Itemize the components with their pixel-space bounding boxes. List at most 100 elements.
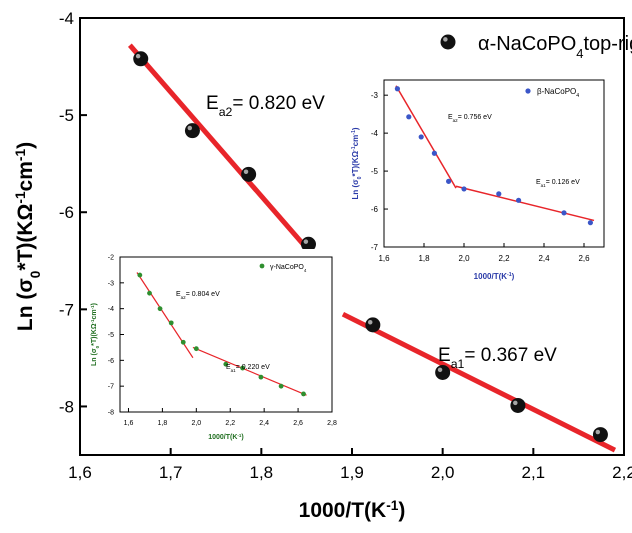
data-point — [561, 210, 567, 216]
x-tick-label: 1,7 — [159, 463, 183, 482]
y-tick-label: -5 — [371, 167, 379, 176]
y-tick-label: -6 — [108, 358, 114, 365]
x-tick-label: 2,4 — [538, 254, 550, 263]
data-point — [301, 391, 306, 397]
activation-energy-label: Ea1= 0.220 eV — [226, 364, 270, 373]
x-tick-label: 2,1 — [522, 463, 546, 482]
x-tick-label: 2,0 — [191, 420, 201, 427]
x-tick-label: 2,2 — [225, 420, 235, 427]
main-chart: 1,6 1,7 1,8 1,9 2,0 2,1 2,2 -4 -5 -6 -7 -8 1000/T(K-… — [13, 9, 632, 522]
data-point — [365, 317, 381, 333]
data-point — [278, 383, 284, 389]
data-point — [394, 86, 400, 92]
y-tick-label: -4 — [371, 129, 379, 138]
x-tick-label: 2,4 — [259, 420, 269, 427]
data-point — [431, 150, 437, 156]
data-point — [418, 134, 424, 140]
activation-energy-label: Ea1= 0.367 eV — [438, 345, 557, 371]
x-tick-label: 1,8 — [250, 463, 274, 482]
data-point — [461, 186, 467, 192]
x-tick-label: 1,9 — [340, 463, 364, 482]
activation-energy-label: Ea1= 0.126 eV — [536, 179, 580, 188]
x-tick-label: 2,2 — [498, 254, 510, 263]
data-point — [133, 51, 149, 67]
y-tick-label: -7 — [371, 243, 379, 252]
x-tick-label: 2,6 — [293, 420, 303, 427]
y-tick-label: -2 — [108, 254, 114, 261]
x-tick-label: 2,8 — [327, 420, 337, 427]
data-point — [241, 166, 257, 182]
y-tick-label: -8 — [59, 397, 74, 416]
data-point — [137, 272, 143, 278]
y-tick-label: -8 — [108, 409, 114, 416]
fit-line — [395, 85, 457, 189]
data-point — [406, 114, 412, 120]
y-tick-label: -7 — [59, 300, 74, 319]
data-point — [180, 339, 186, 345]
inset-beta-chart: 1,6 1,8 2,0 2,2 2,4 2,6 -3 -4 -5 -6 -7 1000/T(K-1) L… — [344, 70, 614, 287]
y-tick-label: -5 — [59, 106, 74, 125]
data-point — [435, 364, 451, 380]
legend-marker — [525, 88, 531, 94]
x-tick-label: 1,8 — [158, 420, 168, 427]
x-tick-label: 1,6 — [378, 254, 390, 263]
activation-energy-label: Ea2= 0.820 eV — [206, 93, 325, 119]
data-point-highlight — [135, 53, 141, 59]
plot-frame — [383, 79, 605, 248]
x-tick-label: 2,6 — [578, 254, 590, 263]
legend-label: γ-NaCoPO4 — [270, 264, 307, 273]
data-point — [193, 346, 199, 352]
data-point-highlight — [303, 239, 309, 244]
y-axis-label: Ln (σ0*T)(KΩ-1cm-1) — [90, 303, 100, 366]
legend-marker — [259, 263, 265, 269]
y-tick-label: -4 — [59, 9, 74, 28]
y-tick-label: -6 — [371, 205, 379, 214]
data-point — [157, 306, 163, 312]
data-point-highlight — [437, 367, 443, 373]
y-tick-label: -7 — [108, 384, 114, 391]
x-axis-label: 1000/T(K-1) — [299, 498, 406, 523]
y-axis-label: Ln (σ0*T)(KΩ-1cm-1) — [13, 142, 43, 331]
data-point — [168, 320, 174, 326]
inset-gamma-chart: 1,6 1,8 2,0 2,2 2,4 2,6 2,8 -2 -3 -4 -5 -6 -7 -8 1000/… — [88, 249, 338, 448]
data-point — [147, 290, 152, 296]
inset-background — [88, 249, 338, 448]
x-tick-label: 1,6 — [124, 420, 134, 427]
data-point — [516, 197, 522, 203]
data-point-highlight — [513, 400, 518, 406]
activation-energy-label: Ea2= 0.804 eV — [176, 291, 220, 300]
x-tick-label: 2,0 — [458, 254, 470, 263]
data-point-highlight — [367, 319, 373, 325]
data-point — [184, 123, 200, 139]
y-tick-label: -5 — [108, 332, 114, 339]
x-axis-label: 1000/T(K-1) — [474, 272, 515, 281]
fit-line — [341, 311, 617, 453]
fit-line — [192, 346, 307, 396]
x-tick-label: 2,2 — [612, 463, 632, 482]
data-point — [592, 427, 608, 443]
activation-energy-label: Ea2= 0.756 eV — [448, 114, 492, 123]
legend-marker-highlight — [443, 37, 448, 42]
x-tick-label: 2,0 — [431, 463, 455, 482]
legend-marker — [440, 34, 456, 50]
legend-label: α-NaCoPO4top-right — [478, 33, 632, 61]
y-tick-label: -6 — [59, 203, 74, 222]
fit-line — [455, 185, 595, 222]
x-tick-label: 1,8 — [418, 254, 430, 263]
data-point — [240, 365, 246, 371]
data-point — [587, 220, 594, 226]
y-axis-label: Ln (σ0*T)(KΩ-1cm-1) — [351, 127, 363, 199]
data-point — [223, 361, 229, 367]
data-point — [496, 191, 502, 197]
data-point — [510, 397, 526, 413]
x-axis-label: 1000/T(K-1) — [208, 433, 244, 442]
data-point — [446, 178, 452, 184]
y-tick-label: -3 — [108, 280, 114, 287]
data-point-highlight — [243, 169, 249, 174]
fit-line — [127, 43, 321, 264]
data-point-highlight — [187, 125, 193, 131]
y-tick-label: -3 — [371, 91, 379, 100]
legend-label: β-NaCoPO4 — [537, 87, 579, 99]
x-tick-label: 1,6 — [68, 463, 92, 482]
